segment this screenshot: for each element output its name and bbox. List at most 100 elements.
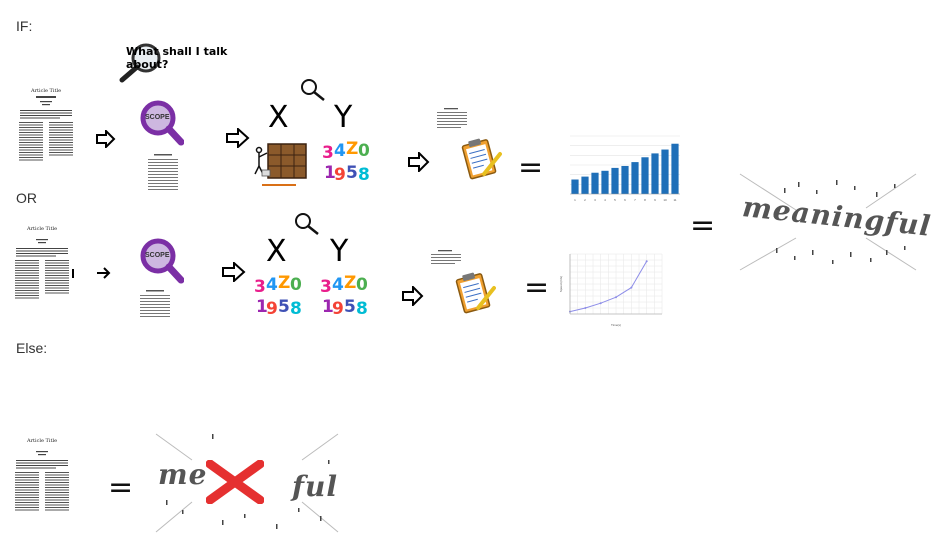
x-tick-label: 7 bbox=[634, 198, 636, 202]
paper-thumbnail-row2: Article Title bbox=[10, 224, 74, 314]
x-tick-label: 3 bbox=[594, 198, 596, 202]
scope-magnifier-icon bbox=[140, 238, 185, 284]
scatter-strokes-decoration bbox=[739, 173, 917, 271]
arrow-right-icon bbox=[96, 130, 116, 148]
bar bbox=[621, 165, 629, 194]
svg-text:5: 5 bbox=[278, 297, 290, 317]
equals-sign: = bbox=[108, 470, 134, 505]
bar bbox=[601, 170, 609, 194]
svg-text:1: 1 bbox=[324, 163, 336, 183]
numbers-art-icon: 3 4 Z 0 1 9 5 8 bbox=[322, 140, 370, 185]
svg-text:5: 5 bbox=[344, 297, 356, 317]
arrow-right-icon bbox=[226, 128, 250, 148]
arrow-right-icon bbox=[222, 262, 246, 282]
variable-x: X bbox=[266, 234, 287, 269]
x-tick-label: 6 bbox=[624, 198, 626, 202]
scatter-strokes-decoration bbox=[155, 433, 339, 533]
equals-sign: = bbox=[518, 150, 544, 185]
variable-y: Y bbox=[330, 234, 349, 269]
x-tick-label: 10 bbox=[663, 198, 667, 202]
broken-word-right: ful bbox=[292, 470, 339, 503]
svg-text:Z: Z bbox=[346, 140, 358, 159]
arrow-right-icon bbox=[408, 152, 430, 172]
paper-thumbnail-else: Article Title bbox=[10, 436, 74, 526]
equals-sign: = bbox=[690, 208, 716, 243]
svg-text:1: 1 bbox=[322, 297, 334, 317]
svg-text:1: 1 bbox=[256, 297, 268, 317]
small-magnifier-icon bbox=[301, 79, 325, 101]
svg-text:9: 9 bbox=[266, 299, 278, 319]
scope-magnifier-row2: SCOPE bbox=[140, 238, 185, 284]
equals-sign: = bbox=[524, 270, 550, 305]
text-snippet bbox=[437, 108, 467, 128]
variable-x: X bbox=[268, 100, 289, 135]
text-snippet bbox=[431, 250, 461, 264]
numbers-art-icon: 3 4 Z 0 1 9 5 8 bbox=[320, 274, 368, 319]
broken-word-left: me bbox=[158, 458, 208, 491]
svg-text:8: 8 bbox=[290, 299, 302, 319]
svg-text:5: 5 bbox=[346, 163, 358, 183]
x-tick-label: 9 bbox=[654, 198, 656, 202]
bar bbox=[671, 143, 679, 194]
paper-header-line bbox=[36, 96, 56, 98]
svg-text:Z: Z bbox=[344, 274, 356, 293]
y-axis-label: Speed (m/s) bbox=[559, 276, 563, 292]
paper-title: Article Title bbox=[26, 438, 58, 444]
scope-text: SCOPE bbox=[145, 252, 170, 259]
svg-text:4: 4 bbox=[332, 275, 344, 295]
large-magnifier-icon bbox=[119, 43, 161, 83]
bar bbox=[581, 176, 589, 194]
data-point bbox=[599, 302, 602, 305]
clipboard-icon bbox=[455, 272, 496, 314]
chart-background bbox=[558, 250, 666, 328]
svg-text:0: 0 bbox=[358, 141, 370, 161]
magnifier-thought: What shall I talk about? bbox=[118, 40, 228, 85]
data-point bbox=[584, 307, 587, 309]
x-tick-label: 4 bbox=[604, 198, 606, 202]
scope-magnifier-icon bbox=[140, 100, 185, 146]
scope-magnifier-row1: SCOPE bbox=[140, 100, 185, 146]
bar-chart: 1 2 3 4 5 6 7 8 9 10 11 bbox=[560, 132, 684, 204]
svg-text:9: 9 bbox=[334, 165, 346, 185]
bar bbox=[631, 162, 639, 194]
scope-text: SCOPE bbox=[145, 114, 170, 121]
data-point bbox=[645, 260, 648, 263]
small-magnifier-icon bbox=[295, 213, 319, 235]
or-label: OR bbox=[16, 190, 37, 206]
x-axis-label: Time(s) bbox=[611, 323, 621, 327]
paper-thumbnail-row1: Article Title bbox=[14, 86, 78, 176]
svg-text:0: 0 bbox=[356, 275, 368, 295]
filing-cabinet-icon bbox=[254, 143, 307, 186]
bar bbox=[591, 172, 599, 194]
svg-text:3: 3 bbox=[254, 277, 266, 297]
meaningful-graphic: meaningful bbox=[736, 170, 933, 274]
arrow-right-icon bbox=[402, 286, 424, 306]
else-label: Else: bbox=[16, 340, 48, 356]
bar bbox=[641, 157, 649, 194]
svg-text:Z: Z bbox=[278, 274, 290, 293]
magnifier-caption: What shall I talk about? bbox=[126, 45, 228, 71]
svg-text:4: 4 bbox=[334, 141, 346, 161]
bar bbox=[651, 153, 659, 194]
line-chart: Time(s) Speed (m/s) bbox=[558, 250, 666, 328]
red-cross-icon bbox=[206, 460, 264, 504]
svg-text:9: 9 bbox=[332, 299, 344, 319]
series-line bbox=[569, 260, 648, 313]
x-tick-label: 11 bbox=[673, 198, 676, 202]
broken-meaningful-graphic: me ful bbox=[152, 430, 342, 536]
data-point bbox=[630, 286, 633, 289]
svg-text:0: 0 bbox=[290, 275, 302, 295]
x-tick-label: 1 bbox=[574, 198, 576, 202]
paper-title: Article Title bbox=[30, 88, 62, 94]
clipboard-icon bbox=[461, 138, 502, 180]
svg-text:4: 4 bbox=[266, 275, 278, 295]
text-snippet bbox=[140, 290, 170, 317]
if-label: IF: bbox=[16, 18, 33, 34]
bar bbox=[661, 149, 669, 194]
svg-text:8: 8 bbox=[356, 299, 368, 319]
bar bbox=[611, 167, 619, 194]
data-point bbox=[615, 296, 617, 299]
bar bbox=[571, 179, 579, 194]
x-tick-label: 8 bbox=[644, 198, 646, 202]
x-tick-label: 5 bbox=[614, 198, 616, 202]
